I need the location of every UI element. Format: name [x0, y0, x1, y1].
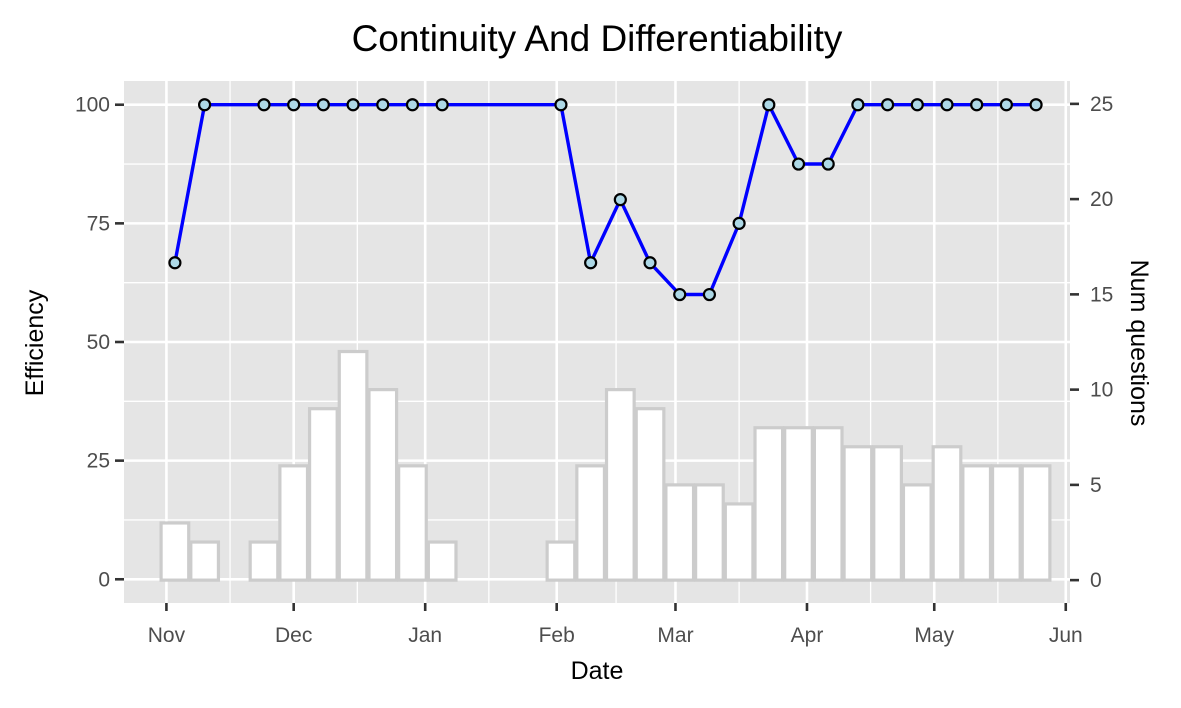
- efficiency-point: [762, 98, 776, 112]
- efficiency-point: [791, 157, 806, 171]
- bar: [307, 407, 339, 582]
- efficiency-point: [316, 98, 330, 112]
- y-tick-label: 75: [87, 212, 110, 235]
- bar: [248, 540, 280, 582]
- bar: [634, 407, 666, 582]
- efficiency-point: [970, 98, 984, 112]
- bar: [278, 464, 310, 582]
- bar: [694, 483, 725, 582]
- x-tick-label: Apr: [791, 624, 824, 647]
- x-axis-title: Date: [571, 657, 624, 685]
- x-axis: Nov Dec Jan Feb Mar Apr May Jun: [148, 603, 1083, 647]
- y2-axis-title: Num questions: [1125, 260, 1153, 427]
- bar: [753, 426, 785, 582]
- bar: [961, 464, 993, 582]
- y2-tick-label: 25: [1090, 93, 1113, 116]
- efficiency-point: [702, 287, 717, 302]
- chart-title: Continuity And Differentiability: [352, 18, 843, 59]
- x-tick-label: Jan: [408, 624, 442, 647]
- bar: [159, 521, 191, 582]
- bar: [664, 483, 696, 582]
- efficiency-point: [999, 98, 1013, 112]
- efficiency-point: [257, 98, 271, 112]
- y2-tick-label: 15: [1090, 283, 1113, 306]
- bar: [723, 502, 755, 582]
- bar: [783, 426, 814, 582]
- y-axis-right: 0 5 10 15 20 25: [1070, 93, 1113, 592]
- x-tick-label: Dec: [275, 624, 312, 647]
- bar: [812, 426, 844, 582]
- efficiency-point: [673, 287, 687, 302]
- efficiency-point: [821, 157, 835, 171]
- bar: [426, 540, 458, 582]
- efficiency-point: [405, 98, 420, 112]
- bar: [604, 388, 636, 582]
- x-tick-label: Nov: [148, 624, 186, 647]
- efficiency-point: [346, 98, 360, 112]
- efficiency-point: [376, 98, 390, 112]
- x-tick-label: May: [914, 624, 954, 647]
- bar: [397, 464, 428, 582]
- bar: [1020, 464, 1052, 582]
- bar: [545, 540, 577, 582]
- efficiency-point: [643, 256, 657, 270]
- x-tick-label: Jun: [1049, 624, 1083, 647]
- bar: [872, 445, 903, 582]
- x-tick-label: Mar: [657, 624, 693, 647]
- efficiency-point: [435, 98, 449, 112]
- y-tick-label: 25: [87, 450, 110, 473]
- efficiency-point: [554, 98, 568, 112]
- bar: [575, 464, 607, 582]
- efficiency-point: [851, 98, 865, 112]
- points: [168, 98, 1043, 302]
- y2-tick-label: 10: [1090, 379, 1113, 402]
- bar: [990, 464, 1022, 582]
- y-axis-left: 0 25 50 75 100: [75, 94, 124, 591]
- y2-tick-label: 5: [1090, 474, 1102, 497]
- efficiency-point: [732, 216, 746, 230]
- y-tick-label: 100: [75, 94, 110, 117]
- y-tick-label: 50: [87, 331, 110, 354]
- bar: [367, 388, 399, 582]
- bar: [337, 349, 369, 582]
- efficiency-point: [880, 98, 895, 112]
- efficiency-point: [287, 98, 301, 112]
- efficiency-point: [168, 256, 182, 270]
- y2-tick-label: 0: [1090, 569, 1102, 592]
- x-tick-label: Feb: [539, 624, 575, 647]
- efficiency-point: [613, 193, 627, 207]
- bar: [842, 445, 874, 582]
- bars: [159, 349, 1052, 582]
- efficiency-point: [910, 98, 924, 112]
- efficiency-point: [1029, 98, 1043, 112]
- y-axis-title: Efficiency: [21, 289, 49, 396]
- y-tick-label: 0: [98, 568, 110, 591]
- bar: [931, 445, 963, 582]
- bar: [901, 483, 933, 582]
- efficiency-point: [940, 98, 954, 112]
- bar: [189, 540, 221, 582]
- efficiency-point: [198, 98, 212, 112]
- efficiency-point: [584, 256, 598, 270]
- y2-tick-label: 20: [1090, 188, 1113, 211]
